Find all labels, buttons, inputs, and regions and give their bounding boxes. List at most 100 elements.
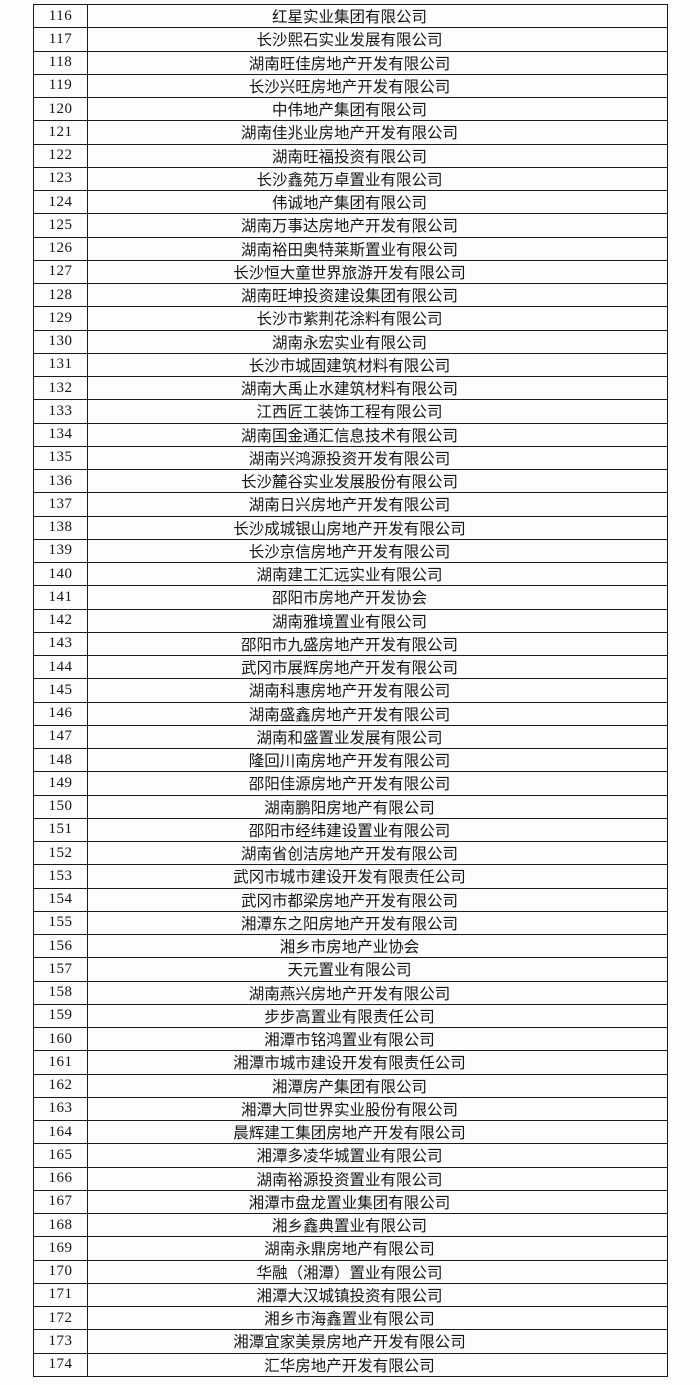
- row-number: 157: [33, 957, 88, 982]
- table-row: 139 长沙京信房地产开发有限公司: [33, 538, 668, 564]
- row-number: 123: [33, 166, 88, 192]
- table-row: 168 湘乡鑫典置业有限公司: [33, 1212, 668, 1238]
- company-name: 伟诚地产集团有限公司: [87, 189, 668, 215]
- table-row: 157 天元置业有限公司: [33, 957, 668, 982]
- company-name: 长沙市城固建筑材料有限公司: [87, 352, 668, 378]
- table-row: 134 湖南国金通汇信息技术有限公司: [33, 422, 668, 447]
- table-row: 171 湘潭大汉城镇投资有限公司: [33, 1282, 668, 1308]
- row-number: 139: [33, 538, 88, 564]
- table-row: 163 湘潭大同世界实业股份有限公司: [33, 1096, 668, 1122]
- table-row: 116 红星实业集团有限公司: [33, 3, 668, 29]
- row-number: 172: [33, 1305, 88, 1331]
- table-row: 152 湖南省创洁房地产开发有限公司: [33, 840, 668, 866]
- company-name: 晨辉建工集团房地产开发有限公司: [87, 1119, 668, 1145]
- company-name: 湖南大禹止水建筑材料有限公司: [87, 375, 668, 401]
- table-row: 165 湘潭多凌华城置业有限公司: [33, 1143, 668, 1168]
- row-number: 149: [33, 771, 88, 796]
- table-row: 125 湖南万事达房地产开发有限公司: [33, 213, 668, 238]
- table-row: 150 湖南鹏阳房地产有限公司: [33, 794, 668, 819]
- table-row: 120 中伟地产集团有限公司: [33, 96, 668, 122]
- row-number: 137: [33, 492, 88, 517]
- table-row: 130 湖南永宏实业有限公司: [33, 329, 668, 354]
- table-row: 128 湖南旺坤投资建设集团有限公司: [33, 282, 668, 308]
- row-number: 144: [33, 654, 88, 680]
- row-number: 142: [33, 608, 88, 633]
- row-number: 147: [33, 724, 88, 750]
- row-number: 132: [33, 375, 88, 401]
- company-name: 长沙鑫苑万卓置业有限公司: [87, 166, 668, 192]
- company-name: 湖南裕源投资置业有限公司: [87, 1166, 668, 1191]
- company-name: 湖南雅境置业有限公司: [87, 608, 668, 633]
- company-name: 湖南旺福投资有限公司: [87, 143, 668, 168]
- table-row: 133 江西匠工装饰工程有限公司: [33, 399, 668, 424]
- table-row: 145 湖南科惠房地产开发有限公司: [33, 678, 668, 703]
- table-row: 123 长沙鑫苑万卓置业有限公司: [33, 166, 668, 192]
- table-row: 138 长沙成城银山房地产开发有限公司: [33, 515, 668, 540]
- row-number: 163: [33, 1096, 88, 1122]
- row-number: 129: [33, 306, 88, 331]
- row-number: 119: [33, 73, 88, 99]
- company-name: 湖南省创洁房地产开发有限公司: [87, 840, 668, 866]
- table-row: 148 隆回川南房地产开发有限公司: [33, 747, 668, 773]
- company-name: 湖南旺佳房地产开发有限公司: [87, 50, 668, 75]
- company-name: 湘潭大同世界实业股份有限公司: [87, 1096, 668, 1122]
- row-number: 148: [33, 747, 88, 773]
- table-row: 154 武冈市都梁房地产开发有限公司: [33, 887, 668, 912]
- row-number: 156: [33, 933, 88, 959]
- table-row: 149 邵阳佳源房地产开发有限公司: [33, 771, 668, 796]
- company-name: 湘潭东之阳房地产开发有限公司: [87, 910, 668, 936]
- row-number: 141: [33, 585, 88, 610]
- table-row: 166 湖南裕源投资置业有限公司: [33, 1166, 668, 1191]
- table-row: 161 湘潭市城市建设开发有限责任公司: [33, 1050, 668, 1075]
- table-row: 127 长沙恒大童世界旅游开发有限公司: [33, 259, 668, 285]
- company-name: 湘潭市盘龙置业集团有限公司: [87, 1189, 668, 1215]
- company-list-table: 116 红星实业集团有限公司 117 长沙熙石实业发展有限公司 118 湖南旺佳…: [33, 3, 668, 1377]
- row-number: 161: [33, 1050, 88, 1075]
- row-number: 170: [33, 1259, 88, 1284]
- row-number: 130: [33, 329, 88, 354]
- company-name: 长沙熙石实业发展有限公司: [87, 27, 668, 52]
- company-name: 湘乡市海鑫置业有限公司: [87, 1305, 668, 1331]
- table-row: 122 湖南旺福投资有限公司: [33, 143, 668, 168]
- table-row: 167 湘潭市盘龙置业集团有限公司: [33, 1189, 668, 1215]
- table-row: 172 湘乡市海鑫置业有限公司: [33, 1305, 668, 1331]
- table-row: 156 湘乡市房地产业协会: [33, 933, 668, 959]
- row-number: 159: [33, 1003, 88, 1029]
- company-name: 湘潭市城市建设开发有限责任公司: [87, 1050, 668, 1075]
- company-name: 华融（湘潭）置业有限公司: [87, 1259, 668, 1284]
- row-number: 165: [33, 1143, 88, 1168]
- row-number: 158: [33, 980, 88, 1005]
- row-number: 155: [33, 910, 88, 936]
- table-row: 135 湖南兴鸿源投资开发有限公司: [33, 445, 668, 471]
- table-row: 158 湖南燕兴房地产开发有限公司: [33, 980, 668, 1005]
- company-name: 湖南旺坤投资建设集团有限公司: [87, 282, 668, 308]
- table-row: 140 湖南建工汇远实业有限公司: [33, 561, 668, 587]
- table-row: 160 湘潭市铭鸿置业有限公司: [33, 1026, 668, 1052]
- company-name: 长沙麓谷实业发展股份有限公司: [87, 468, 668, 494]
- company-name: 湖南裕田奥特莱斯置业有限公司: [87, 236, 668, 261]
- row-number: 122: [33, 143, 88, 168]
- company-name: 湖南和盛置业发展有限公司: [87, 724, 668, 750]
- table-row: 147 湖南和盛置业发展有限公司: [33, 724, 668, 750]
- table-row: 142 湖南雅境置业有限公司: [33, 608, 668, 633]
- company-name: 湘潭多凌华城置业有限公司: [87, 1143, 668, 1168]
- table-row: 121 湖南佳兆业房地产开发有限公司: [33, 120, 668, 145]
- table-row: 153 武冈市城市建设开发有限责任公司: [33, 864, 668, 889]
- table-row: 126 湖南裕田奥特莱斯置业有限公司: [33, 236, 668, 261]
- company-name: 湖南日兴房地产开发有限公司: [87, 492, 668, 517]
- company-name: 湖南国金通汇信息技术有限公司: [87, 422, 668, 447]
- row-number: 138: [33, 515, 88, 540]
- company-name: 隆回川南房地产开发有限公司: [87, 747, 668, 773]
- company-name: 邵阳市经纬建设置业有限公司: [87, 817, 668, 843]
- table-row: 137 湖南日兴房地产开发有限公司: [33, 492, 668, 517]
- table-row: 151 邵阳市经纬建设置业有限公司: [33, 817, 668, 843]
- company-name: 邵阳佳源房地产开发有限公司: [87, 771, 668, 796]
- row-number: 125: [33, 213, 88, 238]
- table-row: 117 长沙熙石实业发展有限公司: [33, 27, 668, 52]
- company-name: 湘乡市房地产业协会: [87, 933, 668, 959]
- row-number: 120: [33, 96, 88, 122]
- company-list-table-body: 116 红星实业集团有限公司 117 长沙熙石实业发展有限公司 118 湖南旺佳…: [33, 3, 668, 1377]
- table-row: 118 湖南旺佳房地产开发有限公司: [33, 50, 668, 75]
- table-row: 173 湘潭宜家美景房地产开发有限公司: [33, 1329, 668, 1354]
- company-name: 江西匠工装饰工程有限公司: [87, 399, 668, 424]
